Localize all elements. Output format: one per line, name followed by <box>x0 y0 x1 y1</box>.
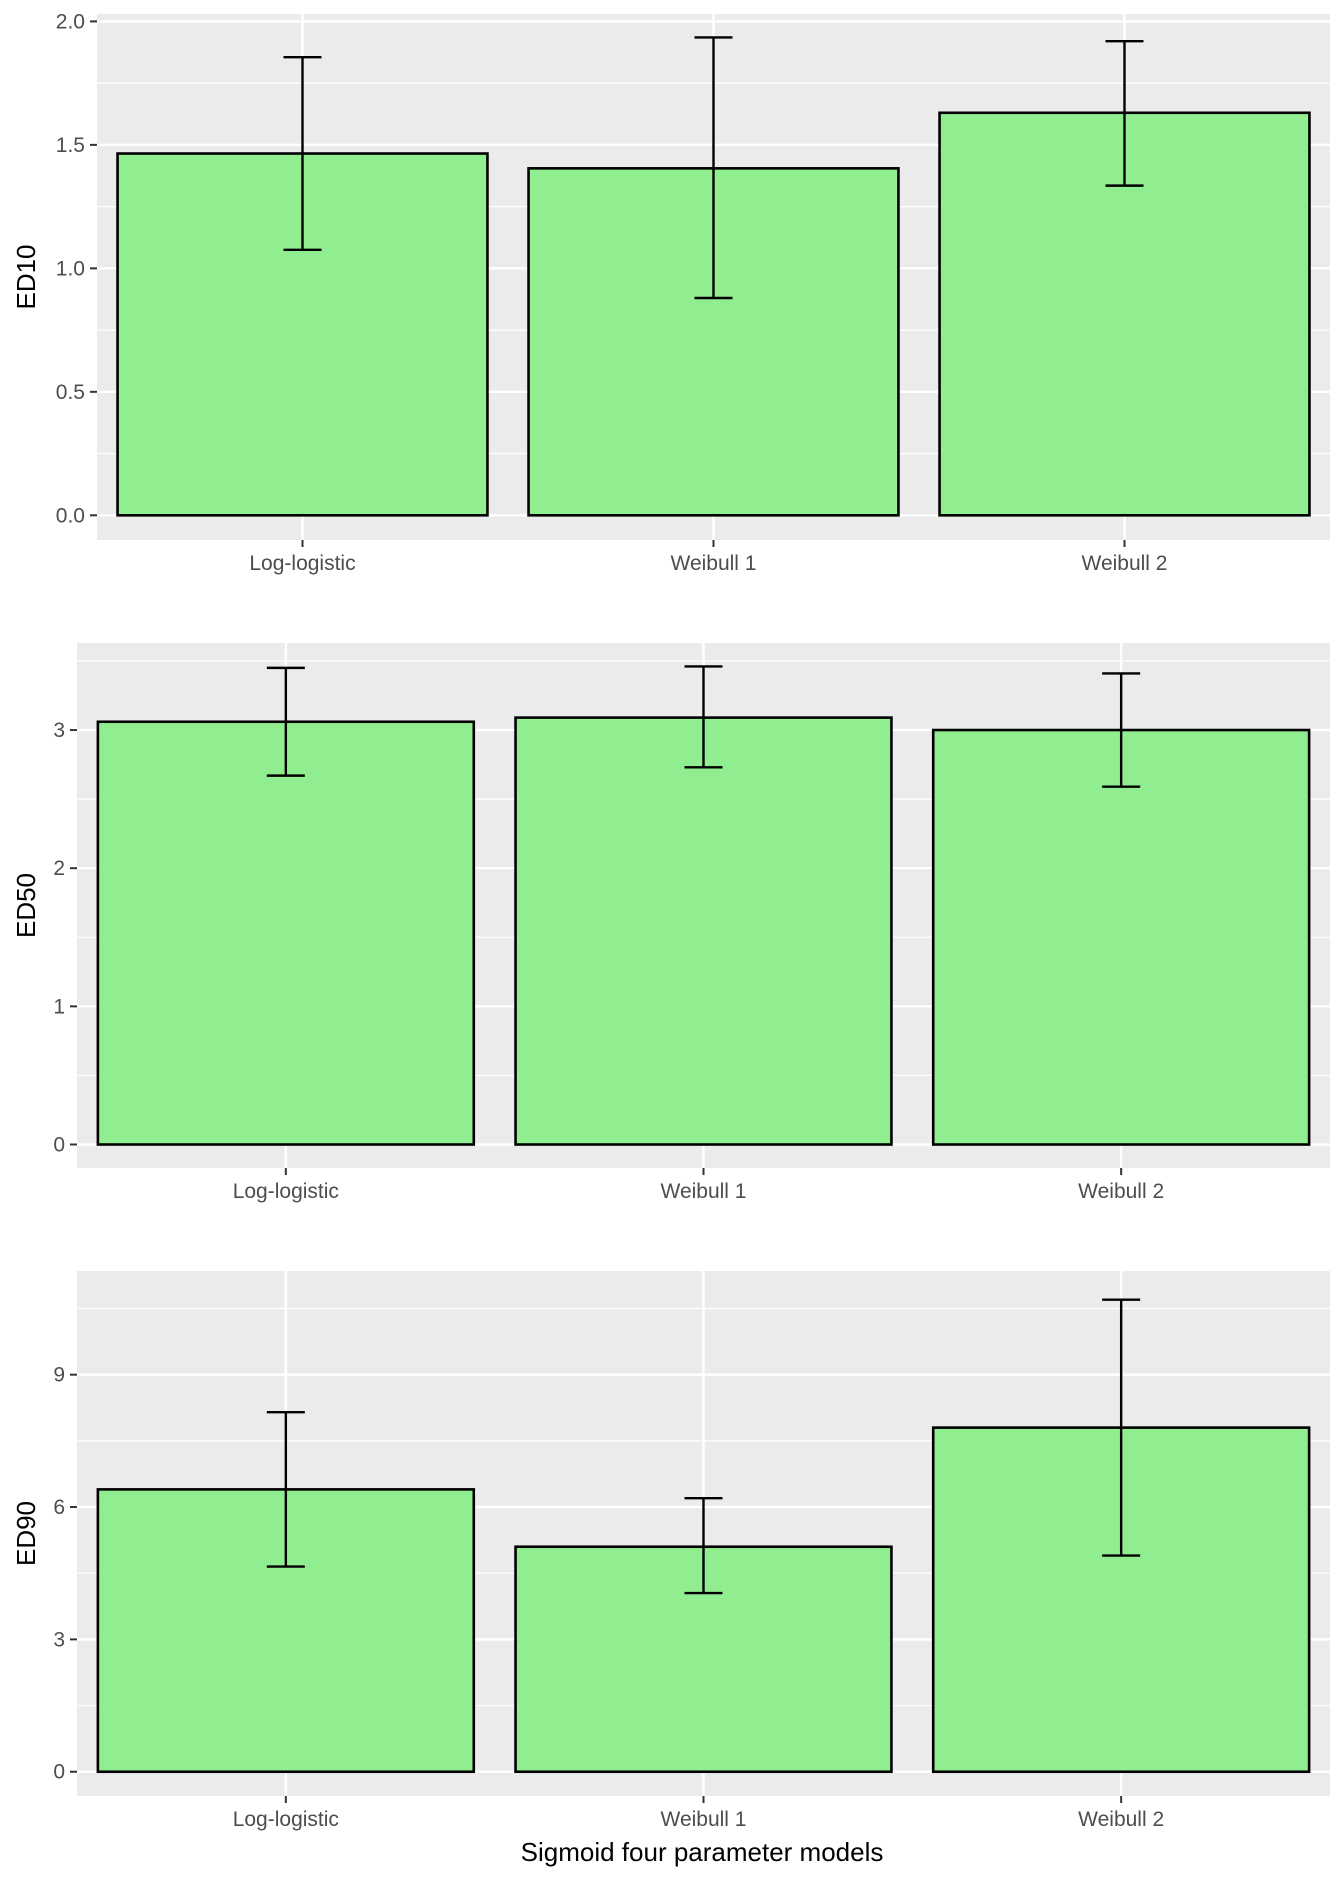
x-tick-label: Weibull 2 <box>1078 1180 1164 1203</box>
error-bar <box>694 36 733 300</box>
error-bar <box>283 56 322 252</box>
x-tick-label: Weibull 2 <box>1078 1808 1164 1831</box>
error-bar <box>266 666 305 777</box>
y-tick-label: 2 <box>53 857 65 880</box>
x-tick-label: Log-logistic <box>233 1180 339 1203</box>
error-bar <box>1102 672 1141 788</box>
x-axis-title: Sigmoid four parameter models <box>521 1837 884 1867</box>
bar <box>514 716 893 1146</box>
chart-panel: 0 1 2 3 Log-logistic Weibull 1 Weibull 2 ED50 <box>11 643 1330 1203</box>
error-bar <box>266 1410 305 1568</box>
y-tick-label: 1 <box>53 995 65 1018</box>
error-bar <box>1105 39 1144 187</box>
y-tick-label: 0 <box>53 1134 65 1157</box>
chart-panel: 0.0 1.0 1.5 2.0 0.5 Log-logistic Weibull 1 Weib… <box>11 10 1330 575</box>
y-tick-label: 0.0 <box>56 504 85 527</box>
y-axis-title: ED50 <box>11 873 41 938</box>
y-tick-label: 1.0 <box>56 257 85 280</box>
x-tick-label: Weibull 1 <box>671 552 757 575</box>
x-tick-label: Weibull 2 <box>1082 552 1168 575</box>
y-tick-label: 6 <box>53 1496 65 1519</box>
y-tick-label: 1.5 <box>56 134 85 157</box>
x-tick-label: Weibull 1 <box>661 1808 747 1831</box>
y-axis-title: ED90 <box>11 1501 41 1566</box>
y-axis-title: ED10 <box>11 244 41 309</box>
x-tick-label: Weibull 1 <box>661 1180 747 1203</box>
y-tick-label: 3 <box>53 719 65 742</box>
chart-panel: 0 3 6 9 Log-logistic Weibull 1 Weibull 2 ED90 <box>11 1271 1330 1831</box>
bar <box>931 728 1311 1146</box>
y-tick-label: 2.0 <box>56 10 85 33</box>
error-bar <box>1102 1298 1141 1557</box>
error-bar <box>684 665 723 769</box>
y-tick-label: 3 <box>53 1628 65 1651</box>
y-tick-label: 0.5 <box>56 381 85 404</box>
bar <box>96 720 476 1146</box>
y-tick-label: 9 <box>53 1364 65 1387</box>
y-tick-label: 0 <box>53 1761 65 1784</box>
x-tick-label: Log-logistic <box>249 552 355 575</box>
error-bar <box>684 1497 723 1595</box>
panels: 0.0 1.0 1.5 2.0 0.5 Log-logistic Weibull 1 Weib… <box>11 10 1330 1831</box>
x-tick-label: Log-logistic <box>233 1808 339 1831</box>
